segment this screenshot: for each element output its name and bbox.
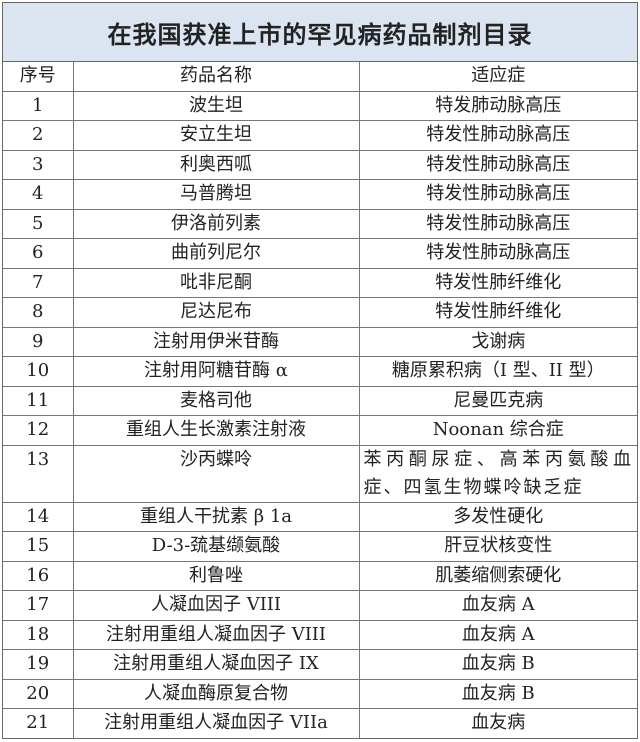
drug-name: 人凝血酶原复合物 (72, 678, 360, 709)
drug-name: 安立生坦 (72, 120, 360, 151)
table-row: 13 沙丙蝶呤 苯丙酮尿症、高苯丙氨酸血症、四氢生物蝶呤缺乏症 (3, 444, 637, 503)
row-index: 21 (3, 708, 74, 738)
indication: 特发性肺纤维化 (358, 297, 637, 328)
indication: 肌萎缩侧索硬化 (358, 560, 637, 591)
table-row: 14 重组人干扰素 β 1a 多发性硬化 (3, 501, 637, 532)
table-row: 3 利奥西呱 特发性肺动脉高压 (3, 149, 637, 180)
drug-name: 利鲁唑 (72, 560, 360, 591)
drug-name: 注射用伊米苷酶 (72, 326, 360, 357)
row-index: 19 (3, 649, 74, 680)
indication: 肝豆状核变性 (358, 531, 637, 562)
table-row: 4 马普腾坦 特发性肺动脉高压 (3, 179, 637, 210)
row-index: 4 (3, 179, 74, 210)
drug-name: 伊洛前列素 (72, 208, 360, 239)
table-row: 10 注射用阿糖苷酶 α 糖原累积病（I 型、II 型） (3, 356, 637, 387)
indication: 多发性硬化 (358, 501, 637, 532)
row-index: 12 (3, 415, 74, 446)
row-index: 15 (3, 531, 74, 562)
row-index: 18 (3, 619, 74, 650)
table-row: 20 人凝血酶原复合物 血友病 B (3, 678, 637, 709)
indication: 血友病 A (358, 619, 637, 650)
indication: 糖原累积病（I 型、II 型） (358, 356, 637, 387)
table-row: 8 尼达尼布 特发性肺纤维化 (3, 297, 637, 328)
drug-name: 注射用阿糖苷酶 α (72, 356, 360, 387)
row-index: 2 (3, 120, 74, 151)
row-index: 6 (3, 238, 74, 269)
row-index: 7 (3, 267, 74, 298)
table-row: 2 安立生坦 特发性肺动脉高压 (3, 120, 637, 151)
row-index: 9 (3, 326, 74, 357)
row-index: 1 (3, 90, 74, 121)
table-row: 16 利鲁唑 肌萎缩侧索硬化 (3, 560, 637, 591)
indication: 戈谢病 (358, 326, 637, 357)
table-row: 6 曲前列尼尔 特发性肺动脉高压 (3, 238, 637, 269)
drug-name: 尼达尼布 (72, 297, 360, 328)
table-row: 9 注射用伊米苷酶 戈谢病 (3, 326, 637, 357)
row-index: 13 (3, 444, 74, 503)
header-indication: 适应症 (358, 62, 637, 92)
row-index: 8 (3, 297, 74, 328)
drug-name: 重组人生长激素注射液 (72, 415, 360, 446)
row-index: 16 (3, 560, 74, 591)
indication: 血友病 B (358, 678, 637, 709)
table-row: 12 重组人生长激素注射液 Noonan 综合症 (3, 415, 637, 446)
row-index: 14 (3, 501, 74, 532)
row-index: 20 (3, 678, 74, 709)
indication: 苯丙酮尿症、高苯丙氨酸血症、四氢生物蝶呤缺乏症 (358, 444, 637, 503)
table-row: 1 波生坦 特发肺动脉高压 (3, 90, 637, 121)
indication: 血友病 (358, 708, 637, 738)
indication: 特发肺动脉高压 (358, 90, 637, 121)
drug-name: 注射用重组人凝血因子 VIII (72, 619, 360, 650)
row-index: 11 (3, 385, 74, 416)
header-drug-name: 药品名称 (72, 62, 360, 92)
drug-name: 人凝血因子 VIII (72, 590, 360, 621)
header-index: 序号 (3, 62, 74, 92)
table-row: 17 人凝血因子 VIII 血友病 A (3, 590, 637, 621)
indication: 血友病 A (358, 590, 637, 621)
indication: 特发性肺动脉高压 (358, 208, 637, 239)
row-index: 17 (3, 590, 74, 621)
drug-name: D-3-巯基缬氨酸 (72, 531, 360, 562)
drug-name: 马普腾坦 (72, 179, 360, 210)
drug-name: 注射用重组人凝血因子 IX (72, 649, 360, 680)
indication: 特发性肺动脉高压 (358, 120, 637, 151)
row-index: 3 (3, 149, 74, 180)
table-row: 15 D-3-巯基缬氨酸 肝豆状核变性 (3, 531, 637, 562)
table-row: 19 注射用重组人凝血因子 IX 血友病 B (3, 649, 637, 680)
drug-name: 注射用重组人凝血因子 VIIa (72, 708, 360, 738)
drug-name: 重组人干扰素 β 1a (72, 501, 360, 532)
drug-name: 利奥西呱 (72, 149, 360, 180)
drug-name: 沙丙蝶呤 (72, 444, 360, 503)
table-row: 21 注射用重组人凝血因子 VIIa 血友病 (3, 708, 637, 738)
row-index: 5 (3, 208, 74, 239)
indication: Noonan 综合症 (358, 415, 637, 446)
table-row: 7 吡非尼酮 特发性肺纤维化 (3, 267, 637, 298)
indication: 尼曼匹克病 (358, 385, 637, 416)
drug-name: 吡非尼酮 (72, 267, 360, 298)
table-row: 11 麦格司他 尼曼匹克病 (3, 385, 637, 416)
table-row: 5 伊洛前列素 特发性肺动脉高压 (3, 208, 637, 239)
drug-name: 曲前列尼尔 (72, 238, 360, 269)
table-title: 在我国获准上市的罕见病药品制剂目录 (3, 3, 637, 62)
drug-table: 序号 药品名称 适应症 1 波生坦 特发肺动脉高压 2 安立生坦 特发性肺动脉高压 3 利奥西… (3, 62, 637, 738)
table-row: 18 注射用重组人凝血因子 VIII 血友病 A (3, 619, 637, 650)
indication: 特发性肺动脉高压 (358, 179, 637, 210)
indication: 血友病 B (358, 649, 637, 680)
indication: 特发性肺纤维化 (358, 267, 637, 298)
drug-name: 波生坦 (72, 90, 360, 121)
drug-name: 麦格司他 (72, 385, 360, 416)
row-index: 10 (3, 356, 74, 387)
indication: 特发性肺动脉高压 (358, 238, 637, 269)
indication: 特发性肺动脉高压 (358, 149, 637, 180)
header-row: 序号 药品名称 适应症 (3, 62, 637, 92)
